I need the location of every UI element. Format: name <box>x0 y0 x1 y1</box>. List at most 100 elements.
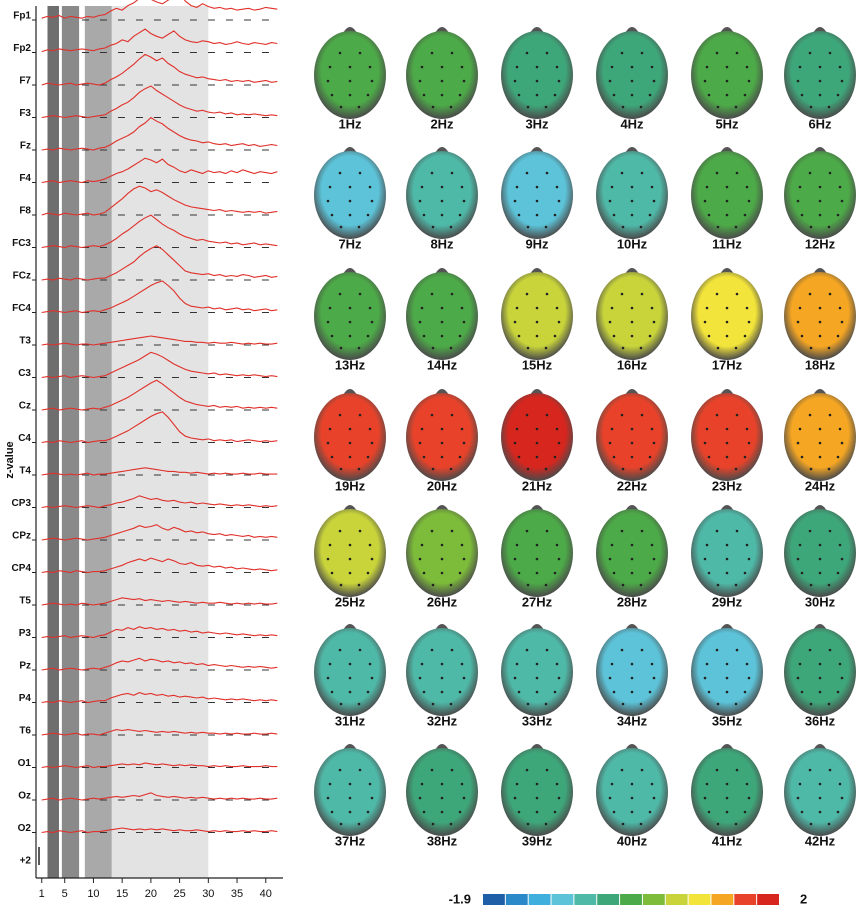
electrode <box>609 80 612 83</box>
channel-label: T4 <box>19 466 31 477</box>
electrode <box>432 703 435 706</box>
electrode <box>441 428 444 431</box>
electrode <box>704 558 707 561</box>
electrode <box>748 80 751 83</box>
electrode <box>558 80 561 83</box>
electrode <box>514 797 517 800</box>
electrode <box>369 186 372 189</box>
electrode <box>801 335 804 338</box>
electrode <box>546 769 549 772</box>
electrode <box>613 335 616 338</box>
channel-label: P3 <box>19 628 32 639</box>
electrode <box>744 214 747 217</box>
electrode <box>799 783 802 786</box>
electrode <box>358 584 361 587</box>
electrode <box>349 456 352 459</box>
electrode <box>536 80 539 83</box>
electrode <box>799 307 802 310</box>
electrode <box>463 677 466 680</box>
electrode <box>735 703 738 706</box>
channel-label: Pz <box>19 661 31 672</box>
electrode <box>349 307 352 310</box>
electrode <box>367 214 370 217</box>
x-tick-label: 5 <box>62 888 68 900</box>
electrode <box>649 691 652 694</box>
topomap <box>691 748 763 836</box>
electrode <box>726 797 729 800</box>
electrode <box>514 200 517 203</box>
electrode <box>819 307 822 310</box>
electrode <box>841 677 844 680</box>
electrode <box>829 414 832 417</box>
electrode <box>340 584 343 587</box>
electrode <box>748 321 751 324</box>
topomap <box>691 31 763 119</box>
electrode <box>358 468 361 471</box>
electrode <box>810 468 813 471</box>
electrode <box>556 663 559 666</box>
electrode <box>726 80 729 83</box>
colorbar-swatch <box>620 894 642 905</box>
channel-label: F3 <box>19 108 31 119</box>
topomap <box>406 509 478 597</box>
electrode <box>735 106 738 109</box>
electrode <box>706 66 709 69</box>
electrode <box>421 663 424 666</box>
electrode <box>371 200 374 203</box>
electrode <box>514 677 517 680</box>
electrode <box>746 428 749 431</box>
topomap <box>784 151 856 239</box>
electrode <box>801 94 804 97</box>
electrode <box>810 584 813 587</box>
topomap-label: 29Hz <box>712 594 743 609</box>
electrode <box>441 80 444 83</box>
electrode <box>809 530 812 533</box>
electrode <box>558 558 561 561</box>
electrode <box>371 677 374 680</box>
electrode <box>799 663 802 666</box>
topomap-label: 5Hz <box>715 116 739 131</box>
topomap <box>314 393 386 481</box>
electrode <box>726 663 729 666</box>
electrode <box>621 530 624 533</box>
electrode <box>744 456 747 459</box>
electrode <box>514 558 517 561</box>
topomap <box>314 628 386 716</box>
topomap-label: 19Hz <box>335 478 366 493</box>
y-axis-label: z-value <box>4 441 16 478</box>
x-tick-label: 35 <box>231 888 243 900</box>
electrode <box>367 335 370 338</box>
topomap-label: 34Hz <box>617 713 648 728</box>
electrode <box>371 558 374 561</box>
electrode <box>640 106 643 109</box>
topomap <box>501 509 573 597</box>
electrode <box>421 307 424 310</box>
electrode <box>797 442 800 445</box>
electrode <box>349 80 352 83</box>
colorbar-swatch <box>506 894 528 905</box>
electrode <box>421 544 424 547</box>
colorbar-swatch <box>529 894 551 905</box>
topomap-label: 16Hz <box>617 357 648 372</box>
electrode <box>611 544 614 547</box>
electrode <box>556 783 559 786</box>
electrode <box>451 172 454 175</box>
electrode <box>546 414 549 417</box>
electrode <box>726 544 729 547</box>
electrode <box>726 200 729 203</box>
electrode <box>653 321 656 324</box>
topomap <box>314 509 386 597</box>
electrode <box>609 558 612 561</box>
electrode <box>327 321 330 324</box>
topomap-label: 15Hz <box>522 357 553 372</box>
electrode <box>706 186 709 189</box>
electrode <box>613 691 616 694</box>
electrode <box>716 293 719 296</box>
electrode <box>349 442 352 445</box>
electrode <box>716 769 719 772</box>
electrode <box>622 703 625 706</box>
electrode <box>419 80 422 83</box>
electrode <box>801 811 804 814</box>
electrode <box>514 321 517 324</box>
electrode <box>514 80 517 83</box>
